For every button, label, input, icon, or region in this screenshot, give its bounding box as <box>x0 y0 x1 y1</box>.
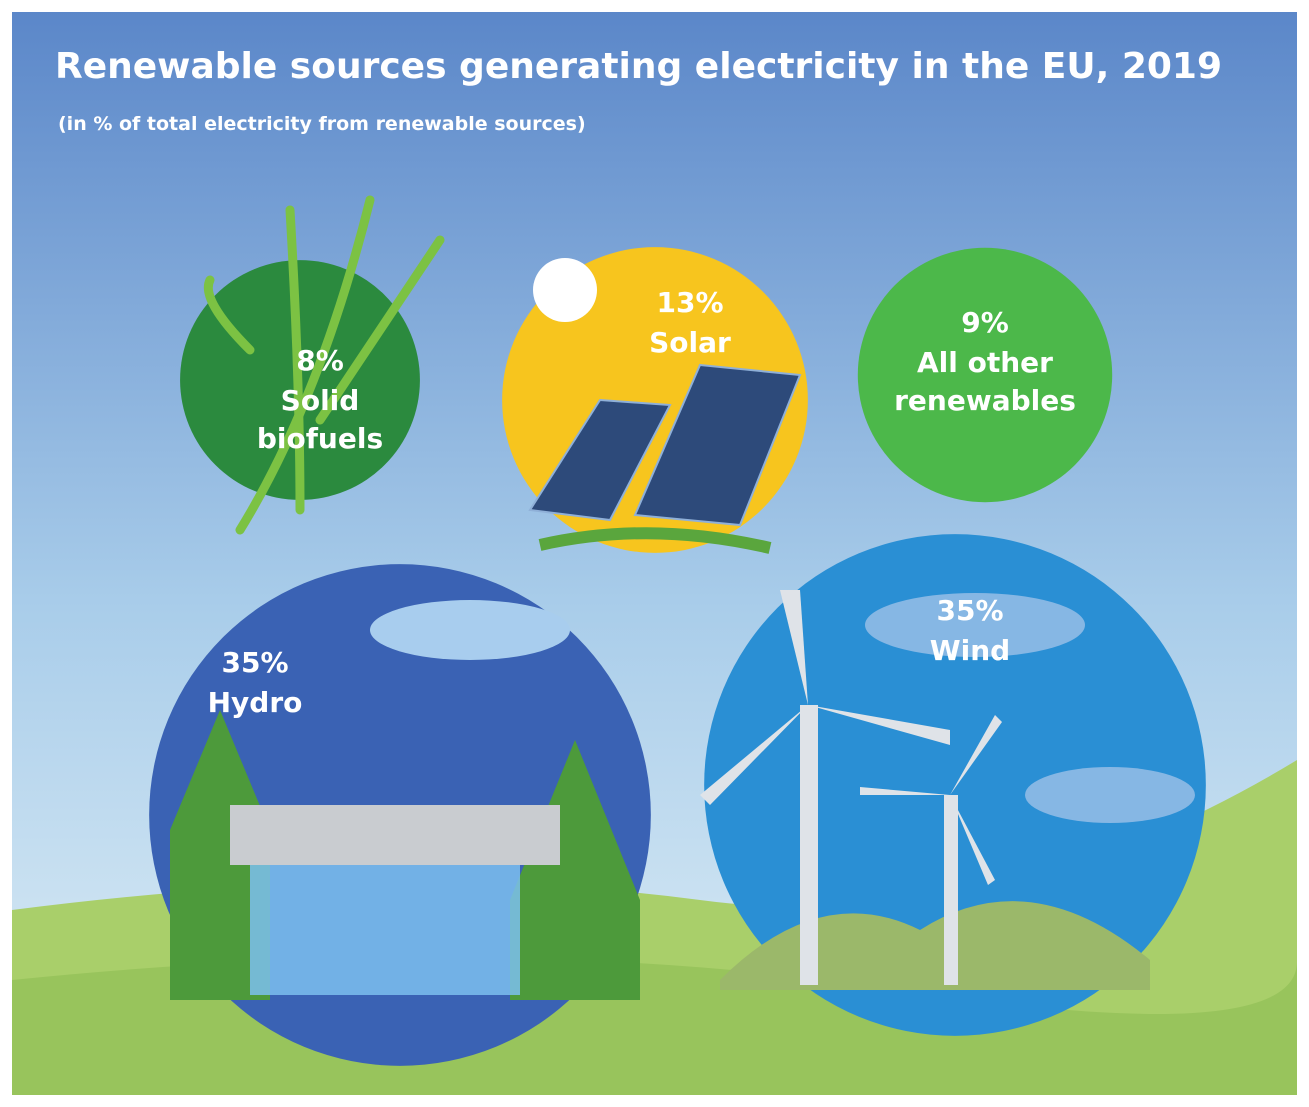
chart-title: Renewable sources generating electricity… <box>55 46 1222 87</box>
dam-icon <box>230 805 560 865</box>
category-label: Wind <box>930 634 1010 667</box>
category-label: Hydro <box>208 686 303 719</box>
value-label: 9% <box>961 306 1009 339</box>
value-label: 35% <box>936 594 1003 627</box>
sun-icon <box>533 258 597 322</box>
value-label: 8% <box>296 344 344 377</box>
category-label: Solar <box>649 326 731 359</box>
cloud-icon <box>1025 767 1195 823</box>
waterfall-icon <box>250 865 520 995</box>
cloud-icon <box>370 600 570 660</box>
page: {"chart_data": {"type": "bubble", "title… <box>0 0 1309 1107</box>
value-label: 13% <box>656 286 723 319</box>
chart-subtitle: (in % of total electricity from renewabl… <box>58 113 586 135</box>
value-label: 35% <box>221 646 288 679</box>
infographic: Renewable sources generating electricity… <box>0 0 1309 1107</box>
